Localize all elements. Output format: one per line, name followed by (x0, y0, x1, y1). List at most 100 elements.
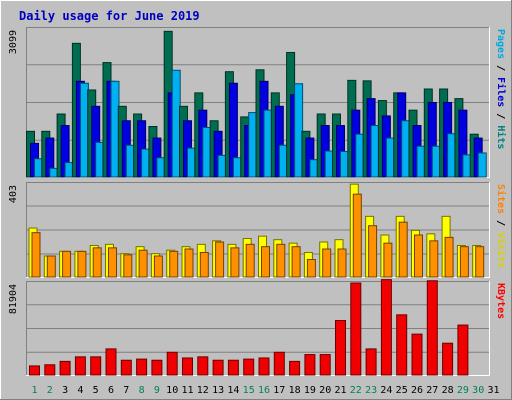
bar-kbytes (151, 359, 163, 376)
panel-2: 403 Sites / Visits (8, 182, 507, 278)
panel-1: 3099 Pages / Files / Hits (8, 27, 507, 178)
bar-kbytes (166, 351, 178, 376)
bar-kbytes (197, 356, 209, 376)
bar-sites (276, 243, 286, 278)
bar-kbytes (365, 348, 377, 376)
bar-sites (31, 232, 41, 278)
bar-kbytes (304, 354, 316, 376)
bar-sites (306, 259, 316, 278)
panel-3: 81904 KBytes (8, 279, 506, 376)
bar-kbytes (182, 357, 193, 376)
bar-sites (383, 242, 393, 278)
x-tick-label: 26 (411, 385, 423, 396)
bar-sites (475, 246, 485, 278)
bar-kbytes (212, 359, 224, 376)
legend-item-files: Files (495, 77, 507, 107)
x-tick-label: 8 (139, 385, 145, 396)
x-tick-label: 24 (380, 385, 392, 396)
bar-sites (429, 240, 439, 278)
bar-sites (108, 247, 117, 278)
x-tick-label: 27 (426, 385, 438, 396)
x-tick-label: 21 (334, 385, 346, 396)
bar-pages (462, 154, 472, 178)
bar-sites (444, 236, 454, 278)
x-tick-label: 11 (181, 385, 193, 396)
chart-panels: 3099 Pages / Files / Hits 403 Sites / Visit… (8, 27, 507, 376)
x-tick-label: 16 (258, 385, 270, 396)
bar-kbytes (350, 282, 362, 376)
x-tick-label: 19 (304, 385, 316, 396)
x-tick-label: 20 (319, 385, 331, 396)
legend-item-kbytes: KBytes (495, 283, 506, 319)
x-tick-label: 23 (365, 385, 377, 396)
bar-pages (278, 144, 288, 178)
bar-sites (46, 255, 56, 278)
legend: KBytes (495, 283, 506, 319)
bar-sites (62, 250, 72, 278)
x-tick-label: 28 (442, 385, 454, 396)
bar-pages (477, 152, 487, 178)
legend-separator: / (495, 107, 506, 125)
y-axis-max-label: 81904 (8, 284, 19, 314)
bar-kbytes (289, 360, 301, 376)
bar-kbytes (442, 342, 454, 376)
legend: Sites / Visits (495, 184, 507, 268)
legend: Pages / Files / Hits (495, 29, 507, 149)
bar-sites (215, 241, 225, 278)
bar-kbytes (120, 359, 132, 376)
y-axis-max-label: 3099 (8, 30, 19, 54)
chart-title: Daily usage for June 2019 (19, 9, 200, 23)
bar-kbytes (105, 348, 117, 376)
x-tick-label: 10 (166, 385, 178, 396)
bar-kbytes (59, 360, 71, 376)
x-tick-label: 2 (47, 385, 53, 396)
x-axis-day-labels: 1 2 3 4 5 6 7 8 9 10 11 12 13 14 15 16 17 18 19 20 21 22 23 24 2… (31, 385, 499, 396)
bar-pages (294, 83, 304, 178)
bar-sites (77, 250, 87, 278)
bar-sites (123, 254, 133, 278)
x-tick-label: 13 (212, 385, 224, 396)
x-tick-label: 4 (77, 385, 83, 396)
bar-sites (398, 221, 408, 278)
bar-sites (92, 247, 102, 278)
x-tick-label: 15 (243, 385, 255, 396)
bar-pages (355, 133, 365, 178)
bar-pages (385, 137, 395, 178)
bar-kbytes (319, 354, 331, 376)
x-tick-label: 18 (289, 385, 301, 396)
bar-pages (431, 145, 441, 178)
bar-sites (230, 247, 240, 278)
legend-item-sites: Sites (495, 184, 507, 214)
legend-separator: / (495, 59, 506, 77)
x-tick-label: 6 (108, 385, 114, 396)
bar-sites (261, 246, 270, 278)
bar-kbytes (380, 279, 392, 376)
x-tick-label: 30 (472, 385, 484, 396)
x-tick-label: 25 (396, 385, 408, 396)
bar-kbytes (273, 351, 285, 376)
bar-sites (352, 193, 362, 278)
x-tick-label: 22 (350, 385, 362, 396)
bar-sites (138, 249, 148, 278)
x-tick-label: 3 (62, 385, 68, 396)
x-tick-label: 17 (273, 385, 285, 396)
bar-sites (169, 250, 179, 278)
y-axis-max-label: 403 (8, 185, 19, 203)
bar-sites (368, 225, 378, 278)
bar-kbytes (243, 358, 255, 376)
bar-kbytes (74, 356, 86, 376)
bar-kbytes (227, 359, 239, 376)
x-tick-label: 29 (457, 385, 469, 396)
legend-item-visits: Visits (495, 232, 507, 268)
bar-sites (153, 255, 163, 278)
bar-kbytes (411, 333, 423, 376)
x-tick-label: 14 (227, 385, 239, 396)
x-tick-label: 5 (93, 385, 99, 396)
legend-separator: / (495, 214, 506, 232)
bar-kbytes (44, 364, 56, 376)
x-tick-label: 12 (197, 385, 209, 396)
bar-kbytes (90, 356, 102, 376)
bar-sites (184, 248, 194, 278)
bar-kbytes (426, 280, 438, 376)
